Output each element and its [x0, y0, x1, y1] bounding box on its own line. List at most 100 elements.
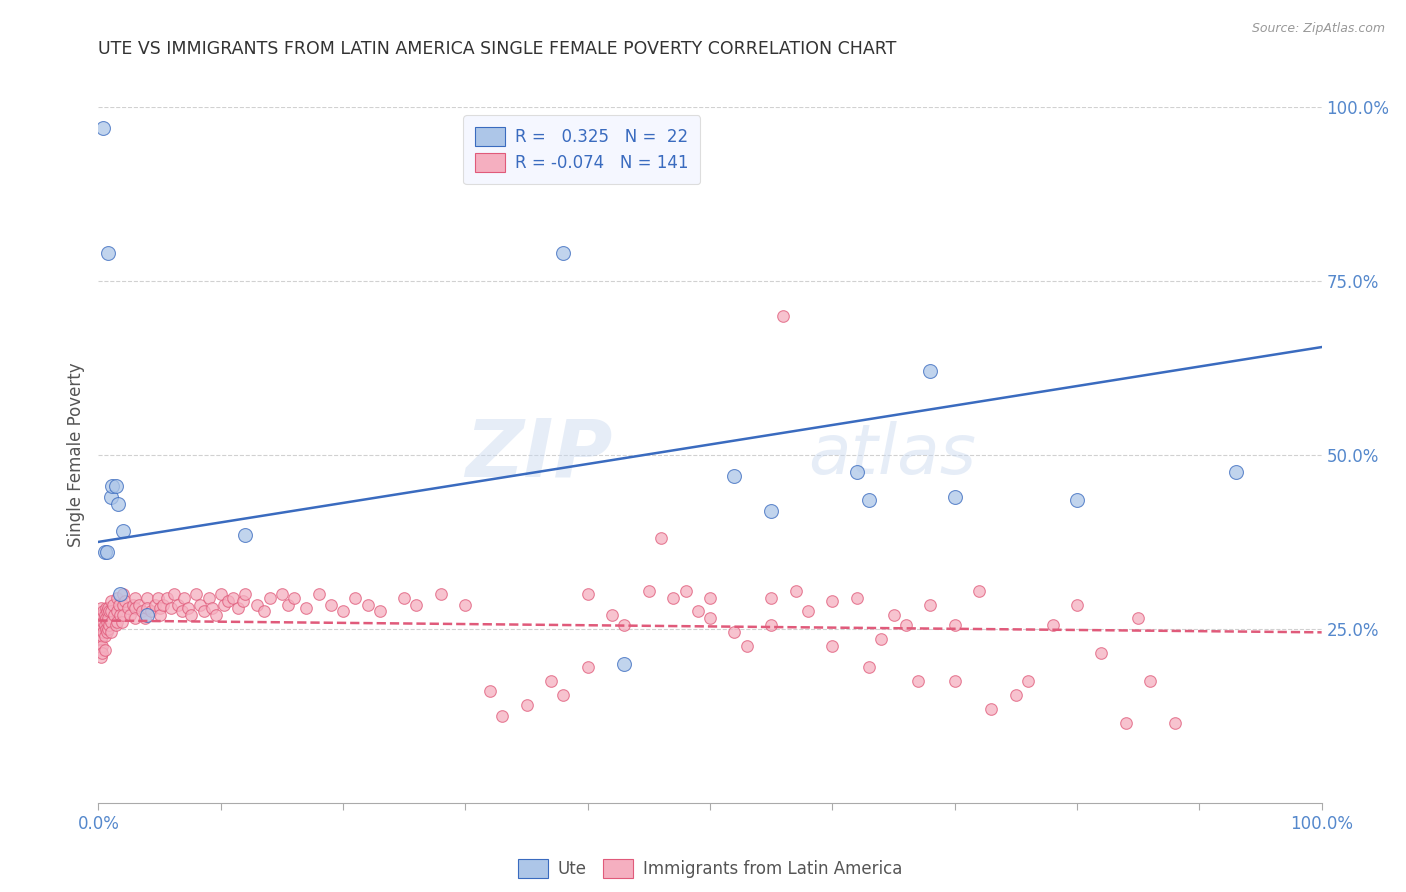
- Point: [128, 598, 150, 612]
- Point: [89, 625, 111, 640]
- Point: [159, 601, 181, 615]
- Point: [170, 605, 193, 619]
- Point: [675, 583, 697, 598]
- Point: [637, 583, 661, 598]
- Point: [252, 605, 274, 619]
- Point: [94, 601, 117, 615]
- Point: [553, 246, 575, 260]
- Point: [97, 611, 120, 625]
- Point: [233, 528, 256, 542]
- Point: [110, 587, 132, 601]
- Point: [93, 618, 115, 632]
- Point: [205, 607, 228, 622]
- Point: [100, 615, 122, 629]
- Point: [111, 615, 134, 629]
- Point: [553, 688, 575, 702]
- Point: [91, 639, 114, 653]
- Point: [723, 468, 745, 483]
- Point: [1090, 646, 1112, 660]
- Point: [149, 607, 172, 622]
- Point: [104, 479, 127, 493]
- Point: [772, 309, 794, 323]
- Point: [91, 120, 114, 135]
- Point: [93, 607, 115, 622]
- Point: [270, 587, 294, 601]
- Point: [478, 684, 501, 698]
- Point: [97, 622, 120, 636]
- Point: [650, 532, 672, 546]
- Point: [883, 607, 905, 622]
- Point: [405, 598, 427, 612]
- Point: [723, 625, 745, 640]
- Point: [1139, 674, 1161, 689]
- Point: [101, 479, 124, 493]
- Point: [201, 601, 224, 615]
- Point: [108, 598, 131, 612]
- Point: [761, 618, 783, 632]
- Point: [91, 625, 114, 640]
- Point: [90, 642, 112, 657]
- Point: [209, 587, 232, 601]
- Point: [845, 466, 868, 480]
- Point: [894, 618, 917, 632]
- Text: ZIP: ZIP: [465, 416, 612, 494]
- Point: [686, 605, 709, 619]
- Point: [143, 598, 166, 612]
- Point: [139, 605, 162, 619]
- Text: atlas: atlas: [808, 421, 976, 489]
- Point: [111, 598, 134, 612]
- Point: [111, 587, 134, 601]
- Point: [110, 607, 132, 622]
- Point: [308, 587, 330, 601]
- Point: [131, 605, 153, 619]
- Point: [1004, 688, 1026, 702]
- Point: [613, 618, 636, 632]
- Point: [1128, 611, 1150, 625]
- Point: [96, 545, 118, 559]
- Point: [761, 503, 783, 517]
- Point: [761, 591, 783, 605]
- Point: [91, 618, 114, 632]
- Point: [94, 611, 117, 625]
- Point: [98, 605, 121, 619]
- Point: [105, 591, 128, 605]
- Point: [100, 605, 122, 619]
- Point: [163, 587, 186, 601]
- Point: [907, 674, 929, 689]
- Point: [180, 607, 202, 622]
- Point: [177, 601, 200, 615]
- Point: [89, 607, 111, 622]
- Point: [89, 632, 111, 647]
- Point: [785, 583, 807, 598]
- Point: [392, 591, 416, 605]
- Point: [943, 674, 966, 689]
- Point: [173, 591, 195, 605]
- Point: [111, 524, 134, 539]
- Point: [246, 598, 269, 612]
- Point: [600, 607, 623, 622]
- Point: [90, 611, 112, 625]
- Point: [105, 605, 128, 619]
- Point: [576, 587, 599, 601]
- Point: [136, 607, 159, 622]
- Y-axis label: Single Female Poverty: Single Female Poverty: [66, 363, 84, 547]
- Point: [98, 618, 121, 632]
- Point: [454, 598, 477, 612]
- Point: [1017, 674, 1039, 689]
- Point: [90, 649, 112, 664]
- Point: [735, 639, 758, 653]
- Point: [93, 642, 115, 657]
- Point: [332, 605, 354, 619]
- Point: [120, 607, 142, 622]
- Point: [136, 601, 159, 615]
- Point: [356, 598, 378, 612]
- Point: [96, 615, 118, 629]
- Point: [149, 601, 172, 615]
- Point: [94, 622, 117, 636]
- Point: [186, 587, 208, 601]
- Point: [797, 605, 820, 619]
- Point: [1115, 715, 1137, 730]
- Point: [920, 598, 942, 612]
- Point: [107, 497, 129, 511]
- Point: [117, 601, 139, 615]
